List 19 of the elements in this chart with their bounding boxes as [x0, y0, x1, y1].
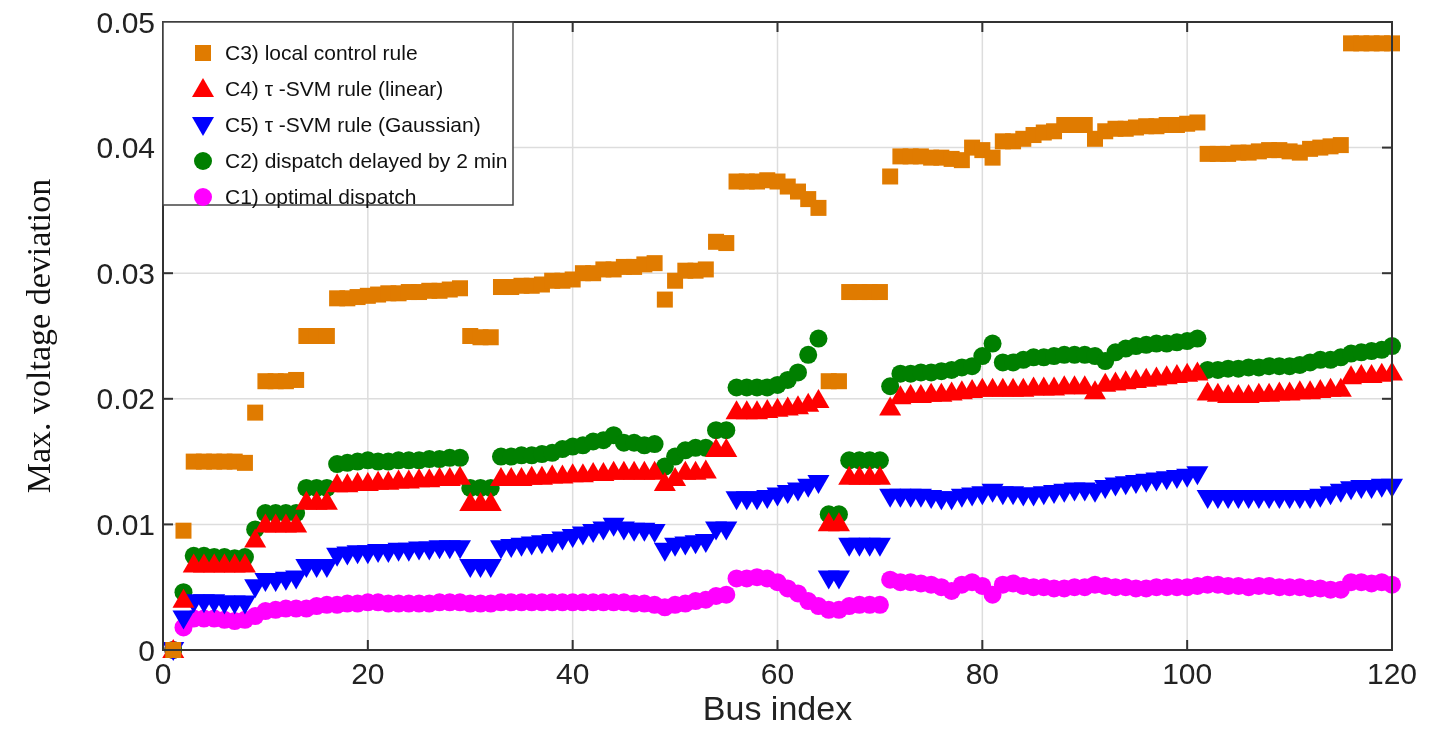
y-tick-label: 0 [138, 633, 155, 667]
y-tick-label: 0.04 [96, 131, 155, 165]
legend-label: C3) local control rule [225, 41, 418, 65]
y-axis-title: Max. voltage deviation [20, 178, 57, 494]
x-tick-label: 100 [1162, 657, 1213, 690]
x-tick-label: 80 [965, 657, 1000, 690]
x-tick-label: 20 [351, 657, 385, 690]
x-axis-title: Bus index [702, 689, 853, 727]
legend-label: C2) dispatch delayed by 2 min [225, 149, 508, 173]
y-tick-label: 0.03 [96, 256, 155, 290]
y-tick-label: 0.05 [96, 5, 155, 39]
legend-label: C5) τ -SVM rule (Gaussian) [225, 113, 481, 137]
y-tick-label: 0.02 [96, 382, 155, 416]
legend-label: C1) optimal dispatch [225, 185, 417, 209]
x-tick-label: 120 [1366, 657, 1418, 690]
x-tick-label: 40 [555, 657, 590, 690]
y-tick-label: 0.01 [96, 507, 155, 541]
x-tick-label: 60 [760, 657, 795, 690]
legend-label: C4) τ -SVM rule (linear) [225, 77, 444, 101]
